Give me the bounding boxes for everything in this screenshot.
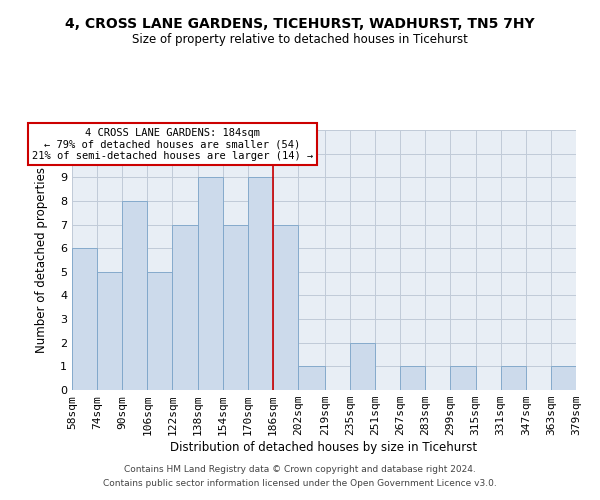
Bar: [350, 342, 375, 390]
Bar: [451, 366, 476, 390]
Bar: [500, 366, 526, 390]
Bar: [248, 178, 273, 390]
Text: 4, CROSS LANE GARDENS, TICEHURST, WADHURST, TN5 7HY: 4, CROSS LANE GARDENS, TICEHURST, WADHUR…: [65, 18, 535, 32]
Bar: [298, 366, 325, 390]
Bar: [400, 366, 425, 390]
Text: Size of property relative to detached houses in Ticehurst: Size of property relative to detached ho…: [132, 32, 468, 46]
Bar: [197, 178, 223, 390]
Bar: [148, 272, 172, 390]
Bar: [172, 224, 197, 390]
Bar: [223, 224, 248, 390]
Bar: [72, 248, 97, 390]
Bar: [273, 224, 298, 390]
Y-axis label: Number of detached properties: Number of detached properties: [35, 167, 47, 353]
Bar: [97, 272, 122, 390]
Text: Contains HM Land Registry data © Crown copyright and database right 2024.
Contai: Contains HM Land Registry data © Crown c…: [103, 466, 497, 487]
X-axis label: Distribution of detached houses by size in Ticehurst: Distribution of detached houses by size …: [170, 441, 478, 454]
Bar: [551, 366, 576, 390]
Text: 4 CROSS LANE GARDENS: 184sqm
← 79% of detached houses are smaller (54)
21% of se: 4 CROSS LANE GARDENS: 184sqm ← 79% of de…: [32, 128, 313, 161]
Bar: [122, 201, 148, 390]
